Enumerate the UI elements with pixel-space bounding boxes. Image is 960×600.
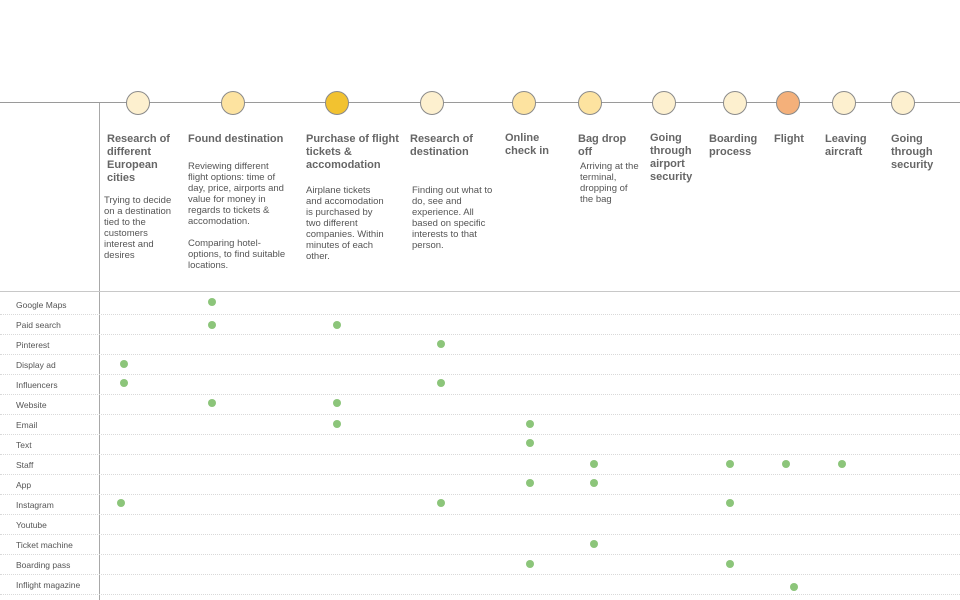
channel-label: Email bbox=[16, 420, 38, 430]
channel-row-line bbox=[0, 374, 960, 375]
stage-marker-research-dest bbox=[420, 91, 444, 115]
channel-row-line bbox=[0, 514, 960, 515]
stage-description-paragraph: Comparing hotel-options, to find suitabl… bbox=[188, 238, 286, 271]
channel-row-line bbox=[0, 334, 960, 335]
touchpoint-dot bbox=[726, 499, 734, 507]
channel-row-line bbox=[0, 414, 960, 415]
touchpoint-dot bbox=[333, 321, 341, 329]
stage-description-paragraph: Reviewing different flight options: time… bbox=[188, 161, 284, 227]
touchpoint-dot bbox=[333, 420, 341, 428]
touchpoint-dot bbox=[526, 420, 534, 428]
touchpoint-dot bbox=[590, 540, 598, 548]
stage-title-research: Research of different European cities bbox=[107, 133, 170, 184]
channel-label: Display ad bbox=[16, 360, 56, 370]
stage-title-purchase: Purchase of flight tickets & accomodatio… bbox=[306, 133, 399, 171]
touchpoint-dot bbox=[333, 399, 341, 407]
stage-title-research-dest: Research of destination bbox=[410, 133, 473, 158]
stage-marker-security2 bbox=[891, 91, 915, 115]
stage-marker-checkin bbox=[512, 91, 536, 115]
header-separator bbox=[0, 291, 960, 292]
stage-title-bagdrop: Bag drop off bbox=[578, 133, 627, 158]
touchpoint-dot bbox=[526, 560, 534, 568]
touchpoint-dot bbox=[726, 560, 734, 568]
channel-label: Ticket machine bbox=[16, 540, 73, 550]
channel-label: App bbox=[16, 480, 32, 490]
stage-marker-found bbox=[221, 91, 245, 115]
channel-label: Boarding pass bbox=[16, 560, 71, 570]
channel-row-line bbox=[0, 474, 960, 475]
stage-title-checkin: Online check in bbox=[505, 132, 550, 157]
stage-title-flight: Flight bbox=[774, 133, 804, 145]
stage-description-paragraph: Airplane tickets and accomodation is pur… bbox=[306, 185, 384, 262]
stage-description-research-dest: Finding out what to do, see and experien… bbox=[412, 185, 497, 262]
stage-description-research: Trying to decide on a destination tied t… bbox=[104, 195, 180, 272]
touchpoint-dot bbox=[838, 460, 846, 468]
channel-row-line bbox=[0, 494, 960, 495]
timeline-line bbox=[0, 102, 960, 103]
touchpoint-dot bbox=[590, 479, 598, 487]
stage-description-bagdrop: Arriving at the terminal, dropping of th… bbox=[580, 161, 640, 216]
channel-row-line bbox=[0, 594, 960, 595]
touchpoint-dot bbox=[120, 379, 128, 387]
stage-description-paragraph: Finding out what to do, see and experien… bbox=[412, 185, 493, 251]
stage-marker-flight bbox=[776, 91, 800, 115]
touchpoint-dot bbox=[437, 499, 445, 507]
channel-label: Pinterest bbox=[16, 340, 50, 350]
channel-label: Website bbox=[16, 400, 47, 410]
stage-description-paragraph: Arriving at the terminal, dropping of th… bbox=[580, 161, 639, 205]
stage-title-security2: Going through security bbox=[891, 133, 934, 171]
stage-title-boarding: Boarding process bbox=[709, 133, 758, 158]
touchpoint-dot bbox=[437, 379, 445, 387]
channel-row-line bbox=[0, 574, 960, 575]
channel-row-line bbox=[0, 554, 960, 555]
stage-description-purchase: Airplane tickets and accomodation is pur… bbox=[306, 185, 386, 273]
channel-row-line bbox=[0, 534, 960, 535]
stage-title-found: Found destination bbox=[188, 133, 284, 145]
channel-row-line bbox=[0, 314, 960, 315]
touchpoint-dot bbox=[726, 460, 734, 468]
stage-marker-security bbox=[652, 91, 676, 115]
touchpoint-dot bbox=[526, 439, 534, 447]
touchpoint-dot bbox=[120, 360, 128, 368]
touchpoint-dot bbox=[208, 321, 216, 329]
stage-marker-research bbox=[126, 91, 150, 115]
touchpoint-dot bbox=[437, 340, 445, 348]
stage-marker-leaving bbox=[832, 91, 856, 115]
touchpoint-dot bbox=[208, 399, 216, 407]
stage-marker-purchase bbox=[325, 91, 349, 115]
channel-label: Google Maps bbox=[16, 300, 67, 310]
channel-row-line bbox=[0, 434, 960, 435]
touchpoint-dot bbox=[117, 499, 125, 507]
channel-label: Influencers bbox=[16, 380, 58, 390]
channel-row-line bbox=[0, 454, 960, 455]
stage-description-paragraph: Trying to decide on a destination tied t… bbox=[104, 195, 172, 261]
touchpoint-dot bbox=[782, 460, 790, 468]
stage-marker-boarding bbox=[723, 91, 747, 115]
channel-label: Youtube bbox=[16, 520, 47, 530]
channel-divider bbox=[99, 103, 100, 600]
channel-label: Instagram bbox=[16, 500, 54, 510]
stage-title-security: Going through airport security bbox=[650, 132, 693, 183]
touchpoint-dot bbox=[790, 583, 798, 591]
channel-row-line bbox=[0, 354, 960, 355]
channel-label: Inflight magazine bbox=[16, 580, 81, 590]
stage-marker-bagdrop bbox=[578, 91, 602, 115]
channel-label: Paid search bbox=[16, 320, 61, 330]
touchpoint-dot bbox=[208, 298, 216, 306]
channel-row-line bbox=[0, 394, 960, 395]
touchpoint-dot bbox=[590, 460, 598, 468]
touchpoint-dot bbox=[526, 479, 534, 487]
channel-label: Staff bbox=[16, 460, 34, 470]
stage-title-leaving: Leaving aircraft bbox=[825, 133, 867, 158]
stage-description-found: Reviewing different flight options: time… bbox=[188, 161, 288, 282]
channel-label: Text bbox=[16, 440, 32, 450]
